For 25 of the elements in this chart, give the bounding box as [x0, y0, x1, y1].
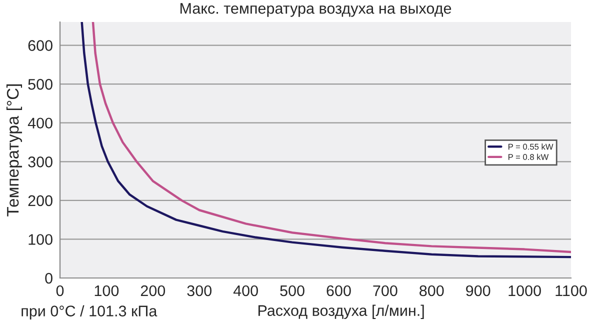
legend-label: P = 0.55 kW [508, 144, 554, 150]
text: при 0°C / 101.3 кПа [22, 305, 158, 320]
x-axis-title: Расход воздуха [л/мин.] [258, 304, 424, 319]
y-tick-label: 100 [28, 234, 52, 245]
chart-title: Макс. температура воздуха на выходе [180, 3, 452, 17]
y-tick-label: 300 [28, 156, 52, 168]
y-tick-label: 0 [45, 272, 52, 284]
x-tick-label: 1100 [556, 285, 587, 296]
x-tick-label: 700 [373, 285, 398, 296]
x-tick-label: 0 [56, 285, 64, 296]
x-tick-label: 100 [94, 285, 119, 296]
y-axis-title: Температура [°C] [6, 84, 22, 216]
x-tick-label: 200 [140, 285, 166, 296]
x-tick-label: 400 [233, 285, 258, 296]
y-tick-label: 600 [28, 40, 52, 51]
y-tick-label: 200 [28, 195, 52, 206]
x-tick-label: 900 [466, 285, 490, 296]
x-tick-label: 300 [187, 285, 212, 296]
y-tick-label: 400 [28, 118, 52, 129]
y-tick-label: 500 [28, 78, 52, 90]
x-tick-label: 800 [420, 285, 444, 296]
x-tick-label: 500 [280, 285, 304, 296]
x-tick-label: 600 [326, 285, 351, 296]
legend-label: P = 0.8 kW [508, 154, 549, 160]
x-tick-label: 1000 [508, 285, 541, 296]
